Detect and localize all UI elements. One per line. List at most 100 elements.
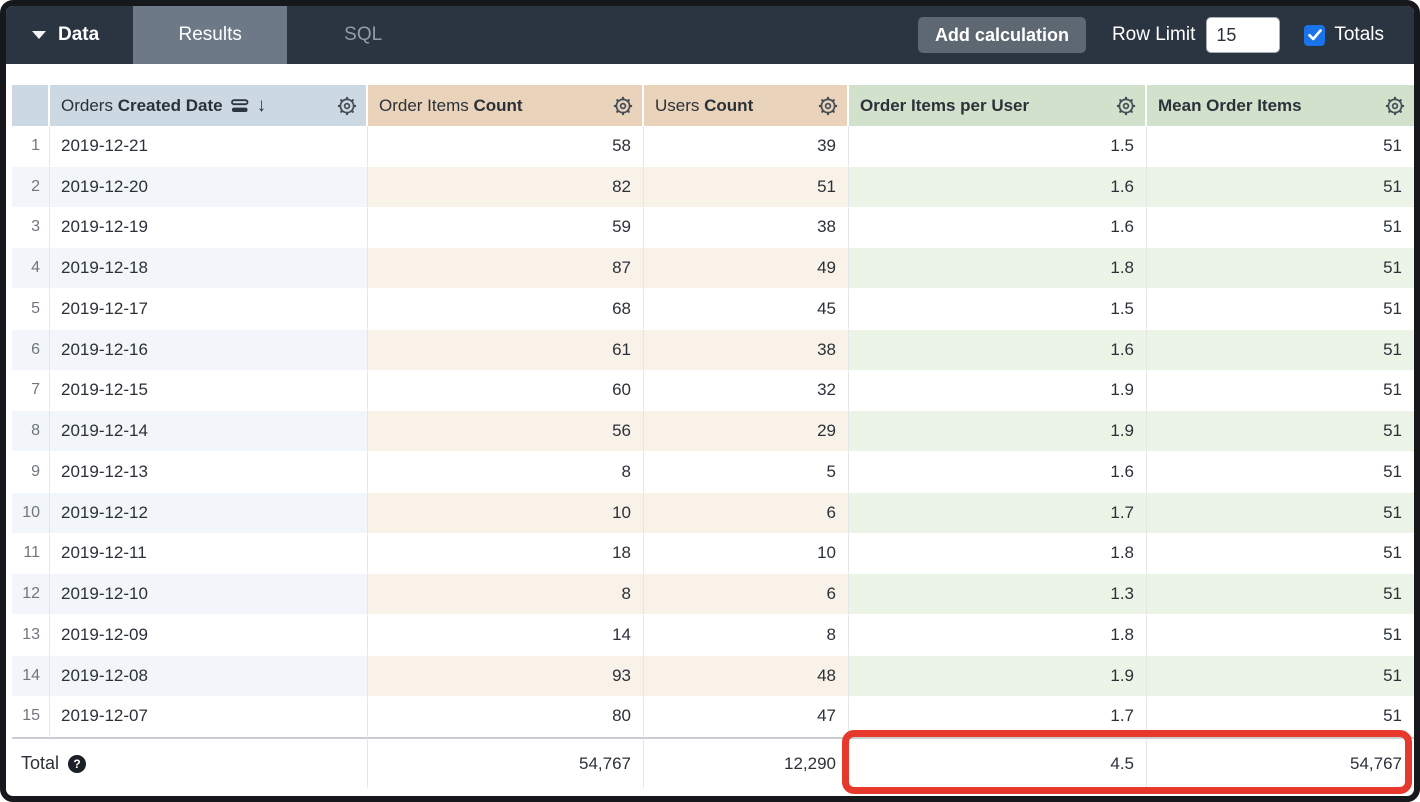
cell-order-items-count[interactable]: 59 — [368, 207, 644, 249]
cell-order-items-count[interactable]: 60 — [368, 370, 644, 412]
cell-users-count[interactable]: 32 — [644, 370, 849, 412]
total-mean-order-items[interactable]: 54,767 — [1147, 737, 1414, 789]
tab-results[interactable]: Results — [133, 6, 288, 64]
cell-users-count[interactable]: 39 — [644, 126, 849, 167]
cell-order-items-per-user[interactable]: 1.6 — [849, 452, 1147, 493]
cell-order-items-per-user[interactable]: 1.6 — [849, 329, 1147, 371]
cell-users-count[interactable]: 5 — [644, 452, 849, 493]
cell-mean-order-items[interactable]: 51 — [1147, 248, 1414, 289]
column-header-order-items-count[interactable]: Order Items Count — [368, 85, 644, 126]
cell-order-items-count[interactable]: 80 — [368, 696, 644, 738]
cell-order-items-per-user[interactable]: 1.8 — [849, 533, 1147, 575]
cell-mean-order-items[interactable]: 51 — [1147, 289, 1414, 330]
cell-order-items-count[interactable]: 87 — [368, 248, 644, 289]
cell-users-count[interactable]: 51 — [644, 166, 849, 208]
cell-date[interactable]: 2019-12-20 — [50, 166, 368, 208]
cell-order-items-per-user[interactable]: 1.9 — [849, 370, 1147, 412]
cell-date[interactable]: 2019-12-13 — [50, 452, 368, 493]
cell-order-items-count[interactable]: 58 — [368, 126, 644, 167]
cell-order-items-count[interactable]: 18 — [368, 533, 644, 575]
total-order-items-per-user[interactable]: 4.5 — [849, 737, 1147, 789]
cell-users-count[interactable]: 47 — [644, 696, 849, 738]
cell-order-items-per-user[interactable]: 1.6 — [849, 166, 1147, 208]
total-help-icon[interactable]: ? — [68, 754, 87, 773]
column-gear-icon[interactable] — [1116, 96, 1136, 116]
column-gear-icon[interactable] — [818, 96, 838, 116]
cell-order-items-per-user[interactable]: 1.5 — [849, 126, 1147, 167]
cell-users-count[interactable]: 49 — [644, 248, 849, 289]
cell-order-items-per-user[interactable]: 1.8 — [849, 615, 1147, 656]
cell-date[interactable]: 2019-12-10 — [50, 574, 368, 615]
cell-date[interactable]: 2019-12-19 — [50, 207, 368, 249]
cell-users-count[interactable]: 45 — [644, 289, 849, 330]
column-gear-icon[interactable] — [1385, 96, 1405, 116]
cell-date[interactable]: 2019-12-11 — [50, 533, 368, 575]
cell-date[interactable]: 2019-12-17 — [50, 289, 368, 330]
cell-mean-order-items[interactable]: 51 — [1147, 166, 1414, 208]
cell-date[interactable]: 2019-12-14 — [50, 411, 368, 452]
cell-order-items-count[interactable]: 8 — [368, 574, 644, 615]
cell-users-count[interactable]: 48 — [644, 655, 849, 697]
cell-order-items-count[interactable]: 68 — [368, 289, 644, 330]
cell-users-count[interactable]: 6 — [644, 492, 849, 534]
cell-mean-order-items[interactable]: 51 — [1147, 126, 1414, 167]
totals-checkbox[interactable] — [1304, 24, 1326, 46]
cell-users-count[interactable]: 38 — [644, 329, 849, 371]
cell-order-items-per-user[interactable]: 1.7 — [849, 492, 1147, 534]
cell-date[interactable]: 2019-12-09 — [50, 615, 368, 656]
cell-users-count[interactable]: 8 — [644, 615, 849, 656]
cell-mean-order-items[interactable]: 51 — [1147, 371, 1414, 412]
cell-mean-order-items[interactable]: 51 — [1147, 534, 1414, 575]
column-header-orders-created-date[interactable]: Orders Created Date ↓ — [50, 85, 368, 126]
cell-mean-order-items[interactable]: 51 — [1147, 697, 1414, 738]
cell-order-items-count[interactable]: 56 — [368, 411, 644, 452]
column-header-mean-order-items[interactable]: Mean Order Items — [1147, 85, 1414, 126]
cell-order-items-count[interactable]: 61 — [368, 329, 644, 371]
cell-order-items-per-user[interactable]: 1.8 — [849, 248, 1147, 289]
cell-order-items-count[interactable]: 82 — [368, 166, 644, 208]
cell-mean-order-items[interactable]: 51 — [1147, 329, 1414, 371]
cell-date[interactable]: 2019-12-07 — [50, 696, 368, 738]
cell-date[interactable]: 2019-12-08 — [50, 655, 368, 697]
totals-checkbox-label[interactable]: Totals — [1334, 24, 1384, 45]
table-row: 2 2019-12-20 82 51 1.6 51 — [12, 166, 1414, 208]
tab-sql[interactable]: SQL — [287, 6, 439, 64]
collapse-caret-icon[interactable] — [32, 31, 46, 39]
add-calculation-button[interactable]: Add calculation — [917, 17, 1086, 53]
row-limit-input[interactable] — [1206, 17, 1281, 53]
cell-order-items-per-user[interactable]: 1.9 — [849, 655, 1147, 697]
total-users-count[interactable]: 12,290 — [644, 737, 849, 789]
tab-data[interactable]: Data — [6, 6, 133, 64]
column-gear-icon[interactable] — [613, 96, 633, 116]
cell-users-count[interactable]: 6 — [644, 574, 849, 615]
cell-mean-order-items[interactable]: 51 — [1147, 615, 1414, 656]
cell-date[interactable]: 2019-12-21 — [50, 126, 368, 167]
cell-order-items-per-user[interactable]: 1.6 — [849, 207, 1147, 249]
cell-order-items-per-user[interactable]: 1.5 — [849, 289, 1147, 330]
cell-users-count[interactable]: 29 — [644, 411, 849, 452]
cell-order-items-per-user[interactable]: 1.7 — [849, 696, 1147, 738]
cell-mean-order-items[interactable]: 51 — [1147, 655, 1414, 697]
total-order-items-count[interactable]: 54,767 — [368, 737, 644, 789]
cell-order-items-count[interactable]: 14 — [368, 615, 644, 656]
cell-date[interactable]: 2019-12-15 — [50, 370, 368, 412]
sort-descending-icon[interactable]: ↓ — [256, 95, 267, 116]
cell-date[interactable]: 2019-12-12 — [50, 492, 368, 534]
cell-order-items-count[interactable]: 8 — [368, 452, 644, 493]
cell-mean-order-items[interactable]: 51 — [1147, 208, 1414, 249]
cell-mean-order-items[interactable]: 51 — [1147, 452, 1414, 493]
cell-order-items-count[interactable]: 93 — [368, 655, 644, 697]
cell-mean-order-items[interactable]: 51 — [1147, 411, 1414, 452]
column-header-users-count[interactable]: Users Count — [644, 85, 849, 126]
cell-order-items-per-user[interactable]: 1.9 — [849, 411, 1147, 452]
cell-users-count[interactable]: 10 — [644, 533, 849, 575]
cell-order-items-per-user[interactable]: 1.3 — [849, 574, 1147, 615]
cell-date[interactable]: 2019-12-18 — [50, 248, 368, 289]
column-header-order-items-per-user[interactable]: Order Items per User — [849, 85, 1147, 126]
cell-order-items-count[interactable]: 10 — [368, 492, 644, 534]
cell-date[interactable]: 2019-12-16 — [50, 329, 368, 371]
cell-mean-order-items[interactable]: 51 — [1147, 574, 1414, 615]
column-gear-icon[interactable] — [337, 96, 357, 116]
cell-users-count[interactable]: 38 — [644, 207, 849, 249]
cell-mean-order-items[interactable]: 51 — [1147, 492, 1414, 534]
